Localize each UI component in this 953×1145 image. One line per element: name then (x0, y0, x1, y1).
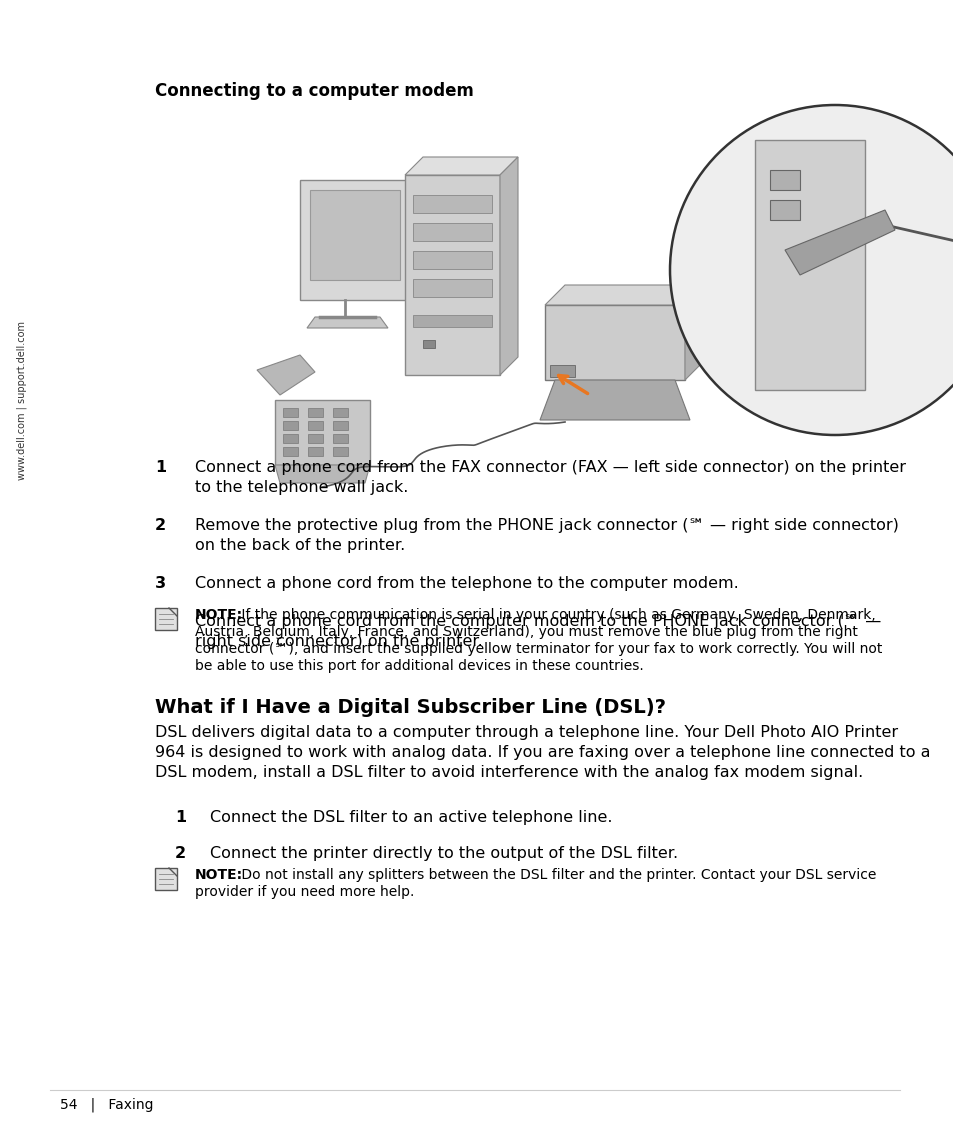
Bar (413, 251, 492, 269)
Bar (308, 408, 323, 417)
Bar (283, 421, 297, 431)
Bar (154, 868, 177, 890)
Polygon shape (299, 180, 410, 300)
Text: 4: 4 (154, 614, 166, 629)
Text: What if I Have a Digital Subscriber Line (DSL)?: What if I Have a Digital Subscriber Line… (154, 698, 665, 717)
Text: 1: 1 (174, 810, 186, 826)
Bar (413, 315, 492, 327)
Text: 964 is designed to work with analog data. If you are faxing over a telephone lin: 964 is designed to work with analog data… (154, 745, 929, 760)
Polygon shape (684, 285, 704, 380)
Text: on the back of the printer.: on the back of the printer. (194, 538, 405, 553)
Circle shape (669, 105, 953, 435)
Bar (769, 200, 800, 220)
Bar (413, 223, 492, 240)
Text: right side connector) on the printer.: right side connector) on the printer. (194, 634, 482, 649)
Bar (413, 195, 492, 213)
Polygon shape (499, 157, 517, 376)
Polygon shape (544, 305, 684, 380)
Bar (422, 340, 435, 348)
Bar (333, 434, 348, 443)
Polygon shape (405, 157, 517, 175)
Text: NOTE:: NOTE: (194, 868, 243, 882)
Bar (308, 421, 323, 431)
Polygon shape (256, 355, 314, 395)
Polygon shape (307, 317, 388, 327)
Bar (154, 608, 177, 630)
Text: Connect a phone cord from the telephone to the computer modem.: Connect a phone cord from the telephone … (194, 576, 738, 591)
Polygon shape (539, 380, 689, 420)
Polygon shape (274, 400, 370, 465)
Polygon shape (544, 285, 704, 305)
Text: 54   |   Faxing: 54 | Faxing (60, 1098, 153, 1113)
Bar (333, 421, 348, 431)
Bar (333, 447, 348, 456)
Text: be able to use this port for additional devices in these countries.: be able to use this port for additional … (194, 660, 643, 673)
Text: 2: 2 (154, 518, 166, 534)
Polygon shape (784, 210, 894, 275)
Text: 1: 1 (154, 460, 166, 475)
Polygon shape (274, 465, 370, 483)
Bar (308, 434, 323, 443)
Text: Austria, Belgium, Italy, France, and Switzerland), you must remove the blue plug: Austria, Belgium, Italy, France, and Swi… (194, 625, 857, 639)
Bar (283, 447, 297, 456)
Bar (308, 447, 323, 456)
Bar (550, 365, 575, 377)
Text: 3: 3 (154, 576, 166, 591)
Polygon shape (405, 175, 499, 376)
Text: DSL modem, install a DSL filter to avoid interference with the analog fax modem : DSL modem, install a DSL filter to avoid… (154, 765, 862, 780)
Text: Connect a phone cord from the computer modem to the PHONE jack connector (℠ —: Connect a phone cord from the computer m… (194, 614, 881, 629)
Text: Do not install any splitters between the DSL filter and the printer. Contact you: Do not install any splitters between the… (236, 868, 876, 882)
Text: Connect the printer directly to the output of the DSL filter.: Connect the printer directly to the outp… (210, 846, 678, 861)
Text: Connecting to a computer modem: Connecting to a computer modem (154, 82, 474, 100)
Bar (333, 408, 348, 417)
Text: 2: 2 (174, 846, 186, 861)
Polygon shape (310, 190, 399, 281)
Text: connector (℠), and insert the supplied yellow terminator for your fax to work co: connector (℠), and insert the supplied y… (194, 642, 882, 656)
Text: provider if you need more help.: provider if you need more help. (194, 885, 414, 899)
Bar (754, 140, 864, 390)
Text: Remove the protective plug from the PHONE jack connector (℠ — right side connect: Remove the protective plug from the PHON… (194, 518, 898, 534)
Text: DSL delivers digital data to a computer through a telephone line. Your Dell Phot: DSL delivers digital data to a computer … (154, 725, 897, 740)
Text: If the phone communication is serial in your country (such as Germany, Sweden, D: If the phone communication is serial in … (236, 608, 875, 622)
Text: NOTE:: NOTE: (194, 608, 243, 622)
Bar (413, 279, 492, 297)
Text: Connect a phone cord from the FAX connector (FAX — left side connector) on the p: Connect a phone cord from the FAX connec… (194, 460, 905, 475)
Bar (283, 408, 297, 417)
Text: www.dell.com | support.dell.com: www.dell.com | support.dell.com (17, 321, 28, 480)
Text: to the telephone wall jack.: to the telephone wall jack. (194, 480, 408, 495)
Bar (769, 169, 800, 190)
Text: Connect the DSL filter to an active telephone line.: Connect the DSL filter to an active tele… (210, 810, 612, 826)
Bar (283, 434, 297, 443)
